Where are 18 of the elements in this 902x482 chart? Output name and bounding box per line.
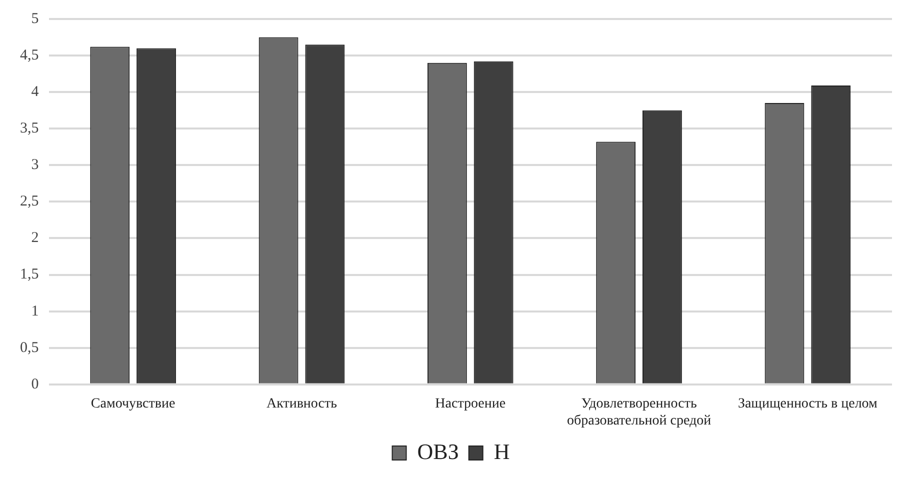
y-tick-label: 3,5 [20,120,39,137]
y-tick-label: 2,5 [20,194,39,210]
y-tick-label: 0,5 [20,340,39,356]
x-tick-label: Удовлетворенность образовательной средой [566,396,712,428]
y-tick-label: 5 [31,10,39,27]
x-tick-label: Защищенность в целом [738,396,878,412]
y-tick-label: 0 [31,376,39,392]
y-tick-label: 3 [31,157,39,174]
y-tick-label: 4 [31,84,40,100]
x-tick-label: Самочувствие [90,396,176,412]
legend-label: Н [494,438,510,464]
y-tick-label: 1 [31,303,39,320]
y-tick-label: 4,5 [20,47,39,64]
x-tick-label: Настроение [435,396,506,412]
legend-label: ОВЗ [417,438,459,464]
y-tick-label: 2 [31,230,39,246]
y-tick-label: 1,5 [20,266,39,283]
x-tick-label: Активность [266,396,337,412]
